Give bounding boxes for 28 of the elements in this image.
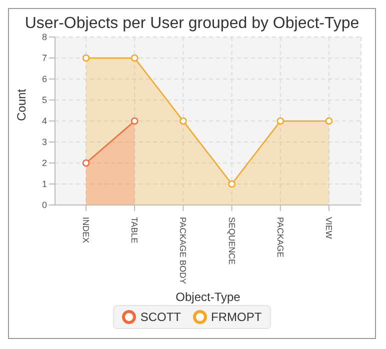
x-tick-label: SEQUENCE xyxy=(226,217,237,266)
x-axis-title: Object-Type xyxy=(176,290,241,304)
y-tick-label: 3 xyxy=(42,137,47,148)
y-tick-label: 8 xyxy=(42,32,47,42)
y-tick-label: 6 xyxy=(42,74,47,84)
point xyxy=(228,180,236,188)
point xyxy=(325,117,333,125)
y-tick-label: 4 xyxy=(42,116,47,126)
x-tick-label: INDEX xyxy=(81,217,91,244)
point xyxy=(130,54,138,62)
point xyxy=(276,117,284,125)
x-tick-label: VIEW xyxy=(324,217,334,239)
legend-label: FRMOPT xyxy=(210,310,262,324)
y-tick-label: 0 xyxy=(42,200,47,210)
x-tick-label: TABLE xyxy=(130,217,140,244)
y-tick-label: 5 xyxy=(42,95,47,106)
chart-title: User-Objects per User grouped by Object-Type xyxy=(24,15,360,33)
y-tick-label: 2 xyxy=(42,158,47,168)
y-tick-label: 1 xyxy=(42,179,47,190)
point xyxy=(130,117,138,125)
legend-label: SCOTT xyxy=(139,310,181,324)
y-axis-title: Count xyxy=(14,88,28,121)
point xyxy=(82,159,90,167)
point xyxy=(180,117,187,125)
y-tick-label: 7 xyxy=(42,53,47,64)
x-tick-label: PACKAGE xyxy=(275,217,286,258)
point xyxy=(82,54,90,62)
x-tick-label: PACKAGE BODY xyxy=(178,217,188,284)
